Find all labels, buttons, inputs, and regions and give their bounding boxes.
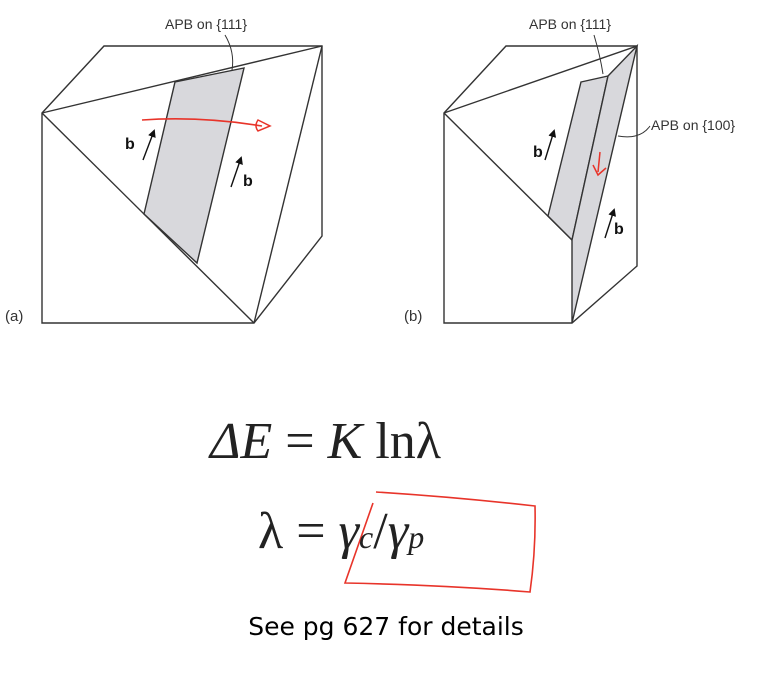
figure-b-apb-side-label: APB on {100} <box>651 117 735 133</box>
eq1-ln: ln <box>375 413 416 470</box>
figure-b-burgers-vector-left <box>544 129 557 161</box>
eq1-lhs: ΔE <box>210 413 273 470</box>
eq2-sub-c: c <box>359 519 374 555</box>
figure-b-panel-label: (b) <box>404 308 422 325</box>
figure-b-apb-100-leader <box>617 125 651 138</box>
figure-a-apb-band <box>143 67 245 265</box>
eq2-gamma-p: γ <box>387 503 409 560</box>
figure-b-apb-100-wall <box>571 43 639 324</box>
figure-b-apb-111-leader <box>593 34 604 75</box>
figure-a-burgers-vector-left <box>142 129 156 161</box>
figure-a-red-arrow <box>141 118 263 127</box>
figure-b-red-mark <box>592 151 607 177</box>
eq1-equals: = <box>285 413 315 470</box>
figure-a-outline <box>41 45 323 324</box>
figure-b-outline <box>443 45 638 324</box>
eq2-lhs: λ <box>258 503 284 560</box>
ratio-highlight-box <box>343 491 536 593</box>
eq2-slash: / <box>373 503 388 560</box>
figure-a-apb-leader <box>224 34 234 71</box>
figure-a-red-arrowhead <box>255 119 272 132</box>
eq1-lambda: λ <box>415 413 441 470</box>
figure-a-panel-label: (a) <box>5 308 23 325</box>
figure-a-apb-label: APB on {111} <box>165 16 247 32</box>
figure-b-vector-right-label: b <box>614 221 624 238</box>
footnote-text: See pg 627 for details <box>248 612 524 641</box>
equation-lambda: λ = γc/γp <box>258 502 578 561</box>
figure-b-burgers-vector-right <box>604 208 616 239</box>
eq2-sub-p: p <box>408 519 425 555</box>
equation-energy: ΔE = K lnλ <box>210 412 570 471</box>
figure-a-vector-left-label: b <box>125 136 135 153</box>
figure-b-vector-left-label: b <box>533 144 543 161</box>
eq1-k: K <box>327 413 363 470</box>
eq2-equals: = <box>296 503 326 560</box>
figure-a-vector-right-label: b <box>243 173 253 190</box>
eq2-gamma-c: γ <box>338 503 360 560</box>
figure-a-burgers-vector-right <box>230 156 243 188</box>
figure-b-apb-top-label: APB on {111} <box>529 16 611 32</box>
